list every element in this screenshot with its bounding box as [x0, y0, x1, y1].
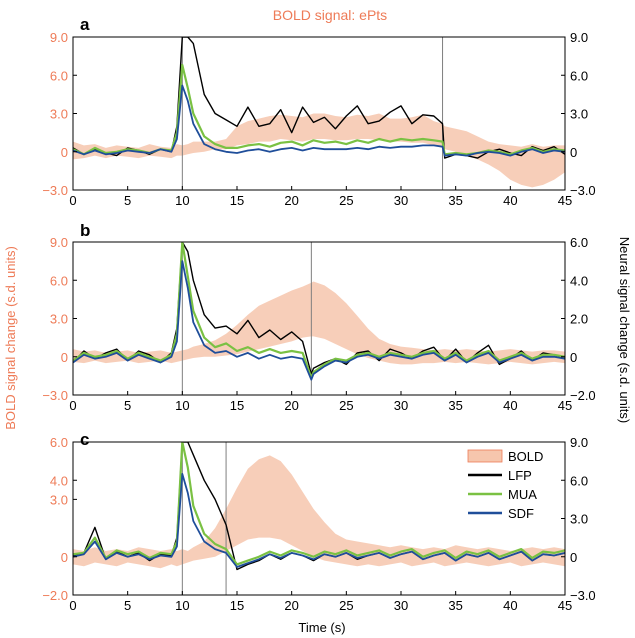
panel-b: b0 5 10 15 20 25 30 35 40 45−3.003.06.09.0−2.002.…	[42, 221, 595, 413]
legend-item-sdf: SDF	[468, 506, 534, 521]
lfp-line-a	[73, 37, 565, 159]
x-tick-label: 25	[339, 598, 353, 613]
y-right-tick-label: 9.0	[570, 30, 588, 45]
legend-label-sdf: SDF	[508, 506, 534, 521]
panel-letter-b: b	[80, 221, 90, 240]
y-left-tick-label: 9.0	[50, 235, 68, 250]
y-right-tick-label: 0	[570, 145, 577, 160]
y-right-tick-label: 3.0	[570, 512, 588, 527]
x-tick-label: 45	[558, 398, 572, 413]
y-left-tick-label: 3.0	[50, 312, 68, 327]
y-right-tick-label: 0	[570, 350, 577, 365]
x-tick-label: 40	[503, 398, 517, 413]
x-tick-label: 45	[558, 598, 572, 613]
y-left-tick-label: 0	[61, 350, 68, 365]
x-tick-label: 5	[124, 598, 131, 613]
x-tick-label: 40	[503, 598, 517, 613]
panel-a: a0 5 10 15 20 25 30 35 40 45−3.003.06.09.0−3.003.…	[42, 15, 595, 208]
x-tick-label: 40	[503, 193, 517, 208]
legend-item-lfp: LFP	[468, 468, 532, 483]
y-right-tick-label: −3.0	[570, 588, 596, 603]
plot-area-c	[73, 442, 565, 595]
y-left-tick-label: 3.0	[50, 107, 68, 122]
y-right-tick-label: −2.0	[570, 388, 596, 403]
sdf-line-a	[73, 84, 565, 157]
sdf-line-c	[73, 473, 565, 568]
x-tick-label: 30	[394, 598, 408, 613]
x-tick-label: 30	[394, 193, 408, 208]
x-tick-label: 10	[175, 598, 189, 613]
y-left-tick-label: 6.0	[50, 273, 68, 288]
x-tick-label: 35	[448, 193, 462, 208]
legend-label-lfp: LFP	[508, 468, 532, 483]
panel-c: c0 5 10 15 20 25 30 35 40 45−2.003.04.06.0−3.003.…	[42, 430, 595, 613]
x-axis-title: Time (s)	[298, 620, 345, 635]
plot-area-a	[73, 37, 565, 190]
y-left-tick-label: 6.0	[50, 435, 68, 450]
x-tick-label: 20	[284, 193, 298, 208]
right-axis-title: Neural signal change (s.d. units)	[617, 237, 632, 423]
y-left-tick-label: 3.0	[50, 492, 68, 507]
plot-area-b	[73, 242, 565, 395]
x-tick-label: 0	[69, 598, 76, 613]
y-right-tick-label: 9.0	[570, 435, 588, 450]
panel-letter-c: c	[80, 430, 89, 449]
bold-band-c	[73, 455, 565, 569]
x-tick-label: 0	[69, 398, 76, 413]
y-left-tick-label: 9.0	[50, 30, 68, 45]
legend-label-mua: MUA	[508, 487, 537, 502]
panels-group: a0 5 10 15 20 25 30 35 40 45−3.003.06.09.0−3.003.…	[42, 15, 595, 613]
x-tick-label: 10	[175, 193, 189, 208]
mua-line-c	[73, 442, 565, 566]
y-left-tick-label: 0	[61, 550, 68, 565]
bold-band-b	[73, 281, 565, 365]
x-tick-label: 20	[284, 398, 298, 413]
figure-title: BOLD signal: ePts	[273, 7, 387, 23]
y-right-tick-label: 3.0	[570, 107, 588, 122]
y-left-tick-label: 6.0	[50, 68, 68, 83]
x-tick-label: 35	[448, 398, 462, 413]
x-tick-label: 15	[230, 598, 244, 613]
y-right-tick-label: 4.0	[570, 273, 588, 288]
legend-label-bold: BOLD	[508, 449, 543, 464]
legend-item-bold: BOLD	[467, 449, 543, 464]
x-tick-label: 25	[339, 398, 353, 413]
x-tick-label: 0	[69, 193, 76, 208]
x-tick-label: 15	[230, 193, 244, 208]
x-tick-label: 45	[558, 193, 572, 208]
legend: BOLD LFP MUA SDF	[467, 449, 543, 521]
mua-line-a	[73, 63, 565, 156]
y-right-tick-label: 6.0	[570, 235, 588, 250]
legend-swatch-bold	[467, 449, 503, 463]
y-right-tick-label: 0	[570, 550, 577, 565]
sdf-line-b	[73, 260, 565, 381]
legend-item-mua: MUA	[468, 487, 537, 502]
y-left-tick-label: −3.0	[42, 388, 68, 403]
y-right-tick-label: −3.0	[570, 183, 596, 198]
x-tick-label: 5	[124, 398, 131, 413]
y-left-tick-label: −3.0	[42, 183, 68, 198]
x-tick-label: 35	[448, 598, 462, 613]
y-left-tick-label: −2.0	[42, 588, 68, 603]
x-tick-label: 15	[230, 398, 244, 413]
bold-band-a	[73, 113, 565, 188]
panel-letter-a: a	[80, 15, 90, 34]
x-tick-label: 10	[175, 398, 189, 413]
x-tick-label: 30	[394, 398, 408, 413]
y-right-tick-label: 6.0	[570, 473, 588, 488]
left-axis-title: BOLD signal change (s.d. units)	[3, 246, 18, 430]
y-left-tick-label: 0	[61, 145, 68, 160]
y-right-tick-label: 2.0	[570, 312, 588, 327]
y-left-tick-label: 4.0	[50, 473, 68, 488]
x-tick-label: 20	[284, 598, 298, 613]
y-right-tick-label: 6.0	[570, 68, 588, 83]
x-tick-label: 5	[124, 193, 131, 208]
x-tick-label: 25	[339, 193, 353, 208]
